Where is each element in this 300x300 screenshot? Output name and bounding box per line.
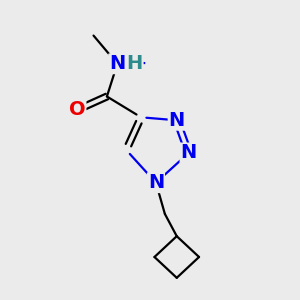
Text: N: N	[148, 173, 164, 192]
Text: O: O	[69, 100, 85, 119]
Text: N: N	[109, 54, 125, 73]
Text: H: H	[126, 54, 143, 73]
Text: −: −	[131, 54, 147, 73]
Text: N: N	[169, 111, 185, 130]
Text: N: N	[181, 143, 197, 163]
